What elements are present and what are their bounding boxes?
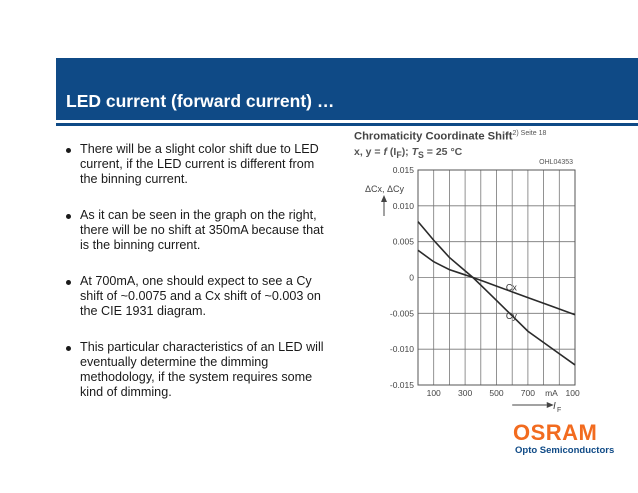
series-line-cy	[417, 221, 576, 366]
header-divider	[56, 123, 638, 126]
x-tick-label: 100	[427, 388, 441, 398]
chart-code: OHL04353	[539, 159, 573, 166]
osram-logo: OSRAM	[513, 420, 598, 445]
y-axis-label: ΔCx, ΔCy	[365, 184, 405, 194]
chart-title-text: Chromaticity Coordinate Shift	[354, 130, 513, 143]
bullet-item: At 700mA, one should expect to see a Cy …	[66, 274, 328, 319]
formula-T-sub: S	[418, 150, 424, 161]
y-tick-label: 0	[409, 273, 414, 283]
series-label-cx: Cx	[506, 282, 517, 292]
formula-args-sub: F	[396, 150, 402, 161]
x-tick-label: 700	[521, 388, 535, 398]
y-tick-label: -0.005	[390, 308, 414, 318]
chart-title-footnote: 2) Seite 18	[512, 130, 547, 137]
chart-formula: x, y = f (IF); TS = 25 °C	[354, 146, 462, 160]
bullet-item: This particular characteristics of an LE…	[66, 340, 328, 400]
formula-close: );	[401, 146, 412, 158]
x-axis-label: I	[553, 401, 556, 412]
y-tick-label: 0.005	[393, 237, 415, 247]
x-axis-arrowhead	[546, 402, 554, 408]
y-tick-label: -0.010	[390, 344, 414, 354]
bullet-item: There will be a slight color shift due t…	[66, 142, 328, 187]
x-tick-label: 1000	[566, 388, 580, 398]
plot-frame	[417, 169, 576, 386]
slide-title: LED current (forward current) …	[66, 91, 335, 111]
formula-T: T	[411, 146, 419, 158]
y-axis-arrowhead	[381, 195, 387, 202]
y-tick-label: -0.015	[390, 380, 414, 390]
bullet-list: There will be a slight color shift due t…	[66, 142, 328, 421]
x-axis-label-subscript: F	[557, 407, 561, 414]
formula-tail: = 25 °C	[423, 146, 463, 158]
header-band	[56, 58, 638, 120]
x-tick-label: 500	[489, 388, 503, 398]
formula-prefix: x, y =	[354, 146, 384, 158]
formula-args: (I	[386, 146, 397, 158]
logo-subtitle: Opto Semiconductors	[515, 445, 615, 456]
formula-f: f	[383, 146, 387, 158]
series-label-cy: Cy	[506, 311, 517, 321]
y-tick-label: 0.015	[393, 165, 415, 175]
chart-title: Chromaticity Coordinate Shift2) Seite 18	[354, 130, 546, 143]
bullet-item: As it can be seen in the graph on the ri…	[66, 208, 328, 253]
x-tick-label: 300	[458, 388, 472, 398]
y-tick-label: 0.010	[393, 201, 415, 211]
x-unit-label: mA	[545, 388, 558, 398]
chromaticity-chart: 0.015 0.010 0.005 0 -0.005 -0.010 -0.015 100 300…	[365, 159, 580, 414]
